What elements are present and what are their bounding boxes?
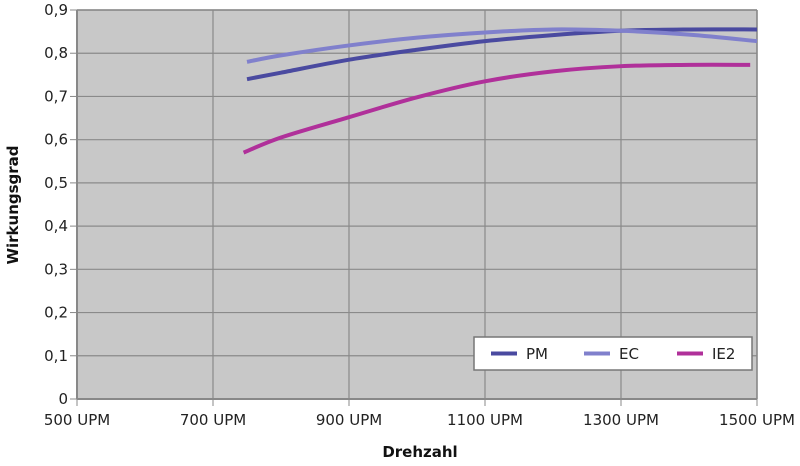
y-tick-label: 0,1: [44, 347, 68, 365]
x-tick-label: 1300 UPM: [583, 411, 659, 429]
legend-item-pm: PM: [491, 345, 548, 363]
x-tick-label: 700 UPM: [180, 411, 246, 429]
x-axis-ticks: 500 UPM 700 UPM 900 UPM 1100 UPM 1300 UPM 150…: [44, 399, 795, 429]
legend-label: EC: [619, 345, 639, 363]
series-line-ec: [246, 27, 758, 64]
legend-label: IE2: [712, 345, 735, 363]
axes: [76, 9, 758, 400]
legend-box: [473, 336, 753, 371]
legend-label: PM: [526, 345, 548, 363]
y-axis-title: Wirkungsgrad: [4, 145, 22, 264]
x-tick-label: 900 UPM: [316, 411, 382, 429]
legend-item-ec: EC: [584, 345, 639, 363]
y-tick-label: 0,5: [44, 174, 68, 192]
legend-item-ie2: IE2: [677, 345, 735, 363]
x-axis-title: Drehzahl: [382, 443, 457, 461]
series-line-ie2: [242, 62, 751, 155]
y-tick-label: 0: [58, 390, 68, 408]
x-tick-label: 500 UPM: [44, 411, 110, 429]
legend: PM EC IE2: [473, 336, 753, 371]
series-line-pm: [246, 27, 758, 82]
y-tick-label: 0,8: [44, 44, 68, 62]
x-tick-label: 1500 UPM: [719, 411, 795, 429]
series-lines: [242, 27, 758, 155]
y-tick-label: 0,4: [44, 217, 68, 235]
y-tick-label: 0,9: [44, 1, 68, 19]
y-tick-label: 0,6: [44, 131, 68, 149]
y-tick-label: 0,2: [44, 304, 68, 322]
plot-area: [77, 10, 757, 399]
y-tick-label: 0,3: [44, 260, 68, 278]
x-tick-label: 1100 UPM: [447, 411, 523, 429]
y-axis-ticks: 0 0,1 0,2 0,3 0,4 0,5 0,6 0,7 0,8 0,9: [44, 1, 77, 408]
y-tick-label: 0,7: [44, 87, 68, 105]
